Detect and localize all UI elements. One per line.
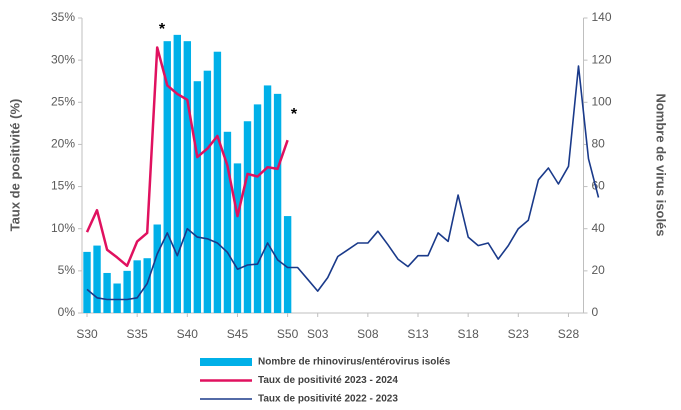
x-tick-label: S30 (76, 327, 98, 341)
y-tick-label: 5% (58, 263, 76, 277)
bar (193, 81, 202, 313)
legend-swatch (200, 358, 252, 366)
bar (113, 283, 121, 313)
y2-tick-label: 40 (592, 221, 606, 235)
y-tick-label: 15% (51, 179, 75, 193)
line (85, 46, 289, 268)
y2-tick-label: 20 (592, 263, 606, 277)
x-tick-label: S23 (508, 327, 530, 341)
bar (163, 41, 171, 314)
y-tick-label: 25% (51, 94, 75, 108)
x-tick-label: S45 (227, 327, 249, 341)
bar (183, 41, 192, 314)
bar (233, 163, 242, 313)
x-tick-label: S13 (407, 327, 429, 341)
y2-tick-label: 120 (592, 52, 612, 66)
bar (133, 260, 141, 313)
x-tick-label: S35 (126, 327, 148, 341)
bar (93, 245, 101, 313)
bar (283, 216, 292, 313)
bar (213, 51, 222, 313)
legend-label: Taux de positivité 2022 - 2023 (258, 394, 398, 405)
x-tick-label: S03 (307, 327, 329, 341)
bar (253, 104, 262, 314)
x-tick-label: S28 (558, 327, 580, 341)
y-tick-label: 35% (51, 10, 75, 24)
bar (83, 251, 91, 313)
bar (143, 258, 151, 313)
y-tick-label: 30% (51, 52, 75, 66)
y-axis-title: Taux de positivité (%) (7, 99, 22, 232)
y2-axis-title: Nombre de virus isolés (654, 93, 669, 236)
x-tick-label: S40 (177, 327, 199, 341)
bar (243, 121, 252, 313)
y2-tick-label: 100 (592, 94, 612, 108)
x-tick-label: S08 (357, 327, 379, 341)
bar (273, 93, 282, 313)
y-tick-label: 20% (51, 137, 75, 151)
bar (203, 70, 212, 313)
y2-tick-label: 80 (592, 137, 606, 151)
y2-tick-label: 0 (592, 305, 599, 319)
y-tick-label: 10% (51, 221, 75, 235)
bar (153, 224, 161, 313)
annotation: * (291, 106, 298, 123)
bar (223, 131, 232, 313)
annotation: * (159, 21, 166, 38)
bar (123, 270, 131, 313)
bar (103, 272, 111, 313)
legend-label: Taux de positivité 2023 - 2024 (258, 375, 398, 386)
bar (173, 34, 181, 313)
x-tick-label: S18 (457, 327, 479, 341)
line (86, 65, 600, 301)
y-tick-label: 0% (58, 305, 76, 319)
y2-tick-label: 140 (592, 10, 612, 24)
bar (263, 85, 272, 313)
legend-label: Nombre de rhinovirus/entérovirus isolés (258, 357, 451, 368)
x-tick-label: S50 (277, 327, 299, 341)
